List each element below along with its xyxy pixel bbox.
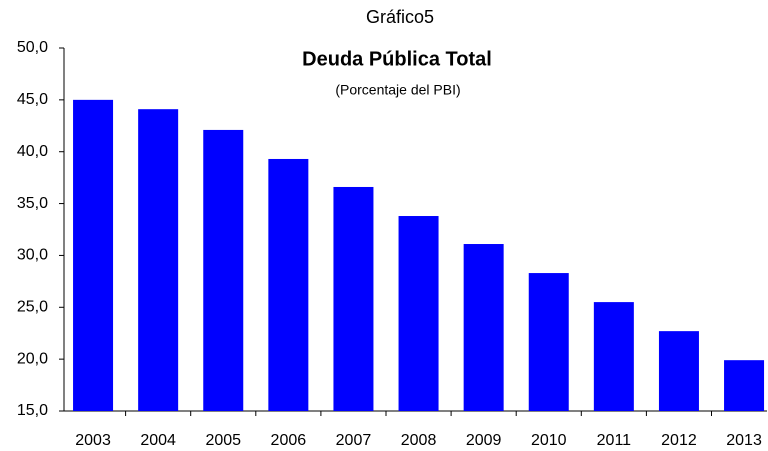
y-tick-label: 50,0 [17, 39, 48, 56]
x-tick-label: 2011 [597, 432, 632, 449]
bar [268, 158, 309, 411]
chart-subtitle: Deuda Pública Total [302, 48, 492, 70]
x-tick-label: 2013 [726, 432, 762, 449]
bar [528, 273, 569, 411]
x-tick-label: 2009 [466, 432, 502, 449]
bar [658, 331, 699, 411]
x-tick-label: 2005 [205, 432, 241, 449]
x-tick-label: 2003 [75, 432, 111, 449]
x-tick-label: 2012 [661, 432, 697, 449]
x-tick-label: 2004 [140, 432, 176, 449]
bar [333, 186, 374, 411]
chart-title: Gráfico5 [366, 7, 434, 27]
y-tick-label: 15,0 [17, 402, 48, 419]
y-tick-label: 20,0 [17, 350, 48, 367]
x-tick-label: 2006 [271, 432, 307, 449]
x-tick-label: 2010 [531, 432, 567, 449]
chart-note: (Porcentaje del PBI) [335, 82, 460, 98]
bar [463, 244, 504, 411]
x-tick-label: 2008 [401, 432, 437, 449]
bar [203, 129, 244, 412]
bar [724, 360, 765, 411]
y-tick-label: 25,0 [17, 299, 48, 316]
bar [398, 216, 439, 411]
y-tick-label: 40,0 [17, 143, 48, 160]
y-tick-label: 45,0 [17, 91, 48, 108]
y-tick-label: 30,0 [17, 247, 48, 264]
bar [73, 99, 114, 411]
bar [138, 109, 179, 411]
x-tick-label: 2007 [336, 432, 372, 449]
y-tick-label: 35,0 [17, 195, 48, 212]
bar [593, 302, 634, 411]
